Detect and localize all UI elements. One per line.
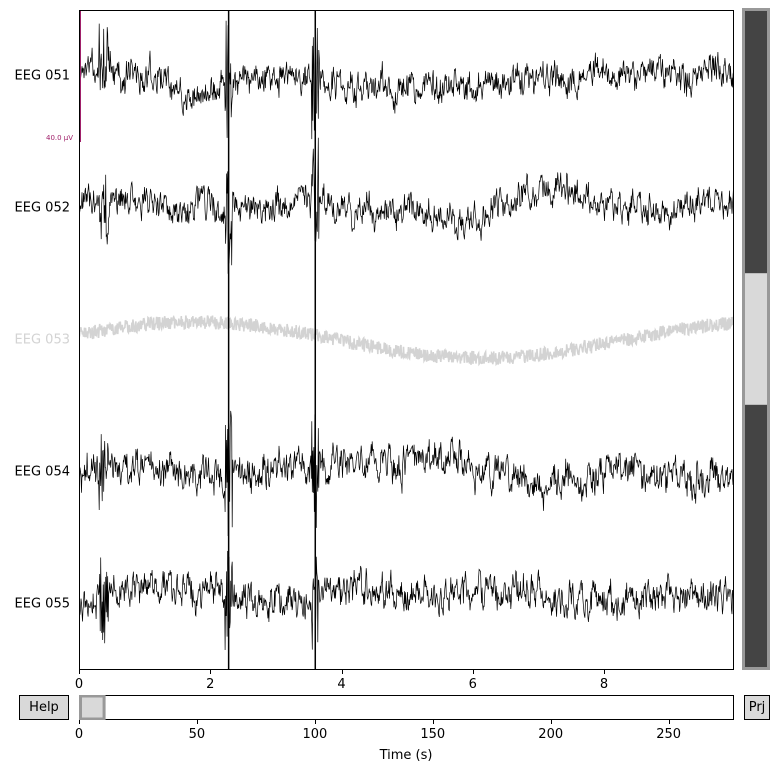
trace-eeg-052[interactable] [79, 137, 734, 274]
trace-eeg-055[interactable] [79, 550, 734, 651]
time-tick-mark [210, 670, 212, 674]
help-button[interactable]: Help [19, 695, 69, 720]
eeg-trace-plot[interactable] [79, 10, 734, 670]
overview-window-thumb[interactable] [79, 695, 106, 720]
overview-tick-mark [314, 720, 316, 724]
time-tick-label: 4 [337, 677, 346, 692]
overview-tick-mark [668, 720, 670, 724]
overview-tick-label: 250 [656, 727, 682, 742]
overview-tick-label: 50 [188, 727, 206, 742]
overview-tick-mark [550, 720, 552, 724]
channel-label[interactable]: EEG 055 [14, 596, 70, 612]
overview-tick-mark [79, 720, 80, 724]
trace-eeg-053[interactable] [79, 315, 734, 367]
scrollbar-frame [742, 8, 770, 670]
time-tick-label: 8 [599, 677, 609, 692]
time-tick-mark [472, 670, 474, 674]
trace-eeg-054[interactable] [79, 410, 734, 537]
time-overview-scrollbar[interactable] [79, 695, 734, 720]
time-tick-mark [341, 670, 343, 674]
channel-label[interactable]: EEG 051 [14, 68, 70, 84]
overview-tick-label: 150 [420, 727, 446, 742]
channel-label[interactable]: EEG 053 [14, 332, 70, 348]
time-tick-label: 2 [206, 677, 215, 692]
overview-tick-mark [196, 720, 198, 724]
time-tick-mark [79, 670, 80, 674]
channel-label[interactable]: EEG 054 [14, 464, 70, 480]
scalebar-label: 40.0 µV [46, 134, 74, 142]
overview-tick-mark [432, 720, 434, 724]
overview-tick-label: 0 [74, 727, 84, 742]
time-tick-mark [604, 670, 606, 674]
plot-frame [79, 10, 734, 670]
overview-tick-label: 200 [538, 727, 564, 742]
time-tick-label: 6 [468, 677, 477, 692]
channel-scrollbar[interactable] [742, 8, 770, 670]
overview-tick-label: 100 [302, 727, 328, 742]
scrollbar-thumb[interactable] [744, 273, 768, 405]
overview-frame [79, 695, 734, 720]
channel-label[interactable]: EEG 052 [14, 200, 70, 216]
time-tick-label: 0 [74, 677, 84, 692]
overview-xlabel: Time (s) [379, 748, 433, 763]
trace-eeg-051[interactable] [79, 20, 734, 140]
projector-button[interactable]: Prj [744, 695, 770, 720]
